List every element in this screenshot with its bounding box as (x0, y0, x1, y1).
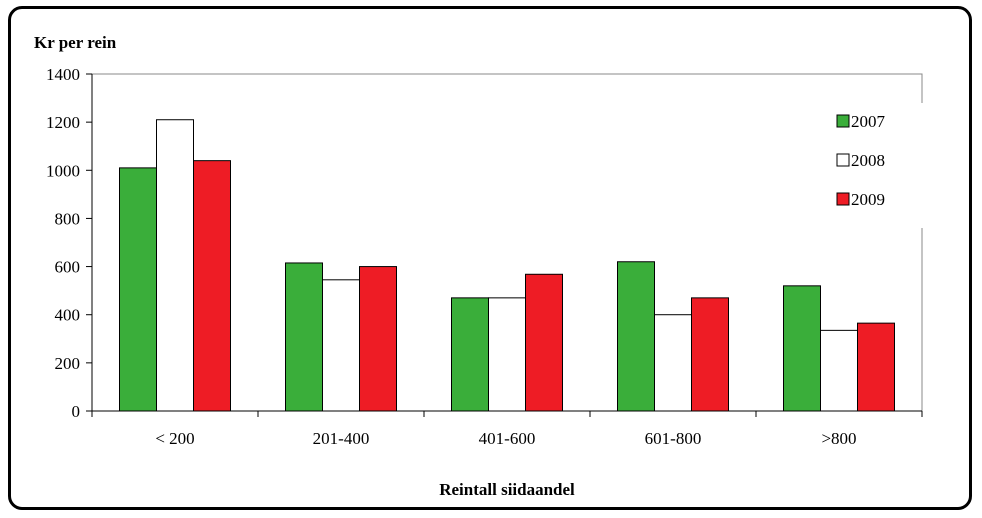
bar-2007 (783, 285, 821, 412)
bar-2007 (617, 261, 655, 412)
bar-2007 (285, 262, 323, 412)
bar-2008 (820, 329, 858, 412)
x-tick-label: 401-600 (479, 429, 536, 448)
bar-2008 (156, 119, 194, 412)
y-tick-label: 400 (55, 306, 81, 325)
y-tick-label: 1000 (46, 161, 80, 180)
y-axis-title: Kr per rein (34, 33, 117, 52)
x-tick-label: 201-400 (313, 429, 370, 448)
legend-label-2007: 2007 (851, 112, 886, 131)
bar-2009 (193, 160, 231, 412)
y-tick-label: 1400 (46, 65, 80, 84)
bar-2008 (488, 297, 526, 412)
legend-swatch-2009 (836, 192, 850, 206)
legend-swatch-2008 (836, 153, 850, 167)
x-tick-label: >800 (821, 429, 856, 448)
legend-label-2008: 2008 (851, 151, 885, 170)
bar-2009 (525, 273, 563, 412)
bar-2007 (451, 297, 489, 412)
legend-label-2009: 2009 (851, 190, 885, 209)
bar-2008 (654, 314, 692, 412)
y-tick-label: 0 (72, 402, 81, 421)
bar-2009 (359, 266, 397, 412)
y-tick-label: 600 (55, 258, 81, 277)
y-tick-label: 800 (55, 209, 81, 228)
x-tick-label: 601-800 (645, 429, 702, 448)
bar-2007 (119, 167, 157, 412)
legend-swatch-2007 (836, 114, 850, 128)
bar-2009 (857, 322, 895, 412)
y-tick-label: 1200 (46, 113, 80, 132)
x-tick-label: < 200 (155, 429, 194, 448)
x-axis-title: Reintall siidaandel (439, 480, 575, 499)
bar-2008 (322, 279, 360, 412)
y-tick-label: 200 (55, 354, 81, 373)
bar-2009 (691, 297, 729, 412)
